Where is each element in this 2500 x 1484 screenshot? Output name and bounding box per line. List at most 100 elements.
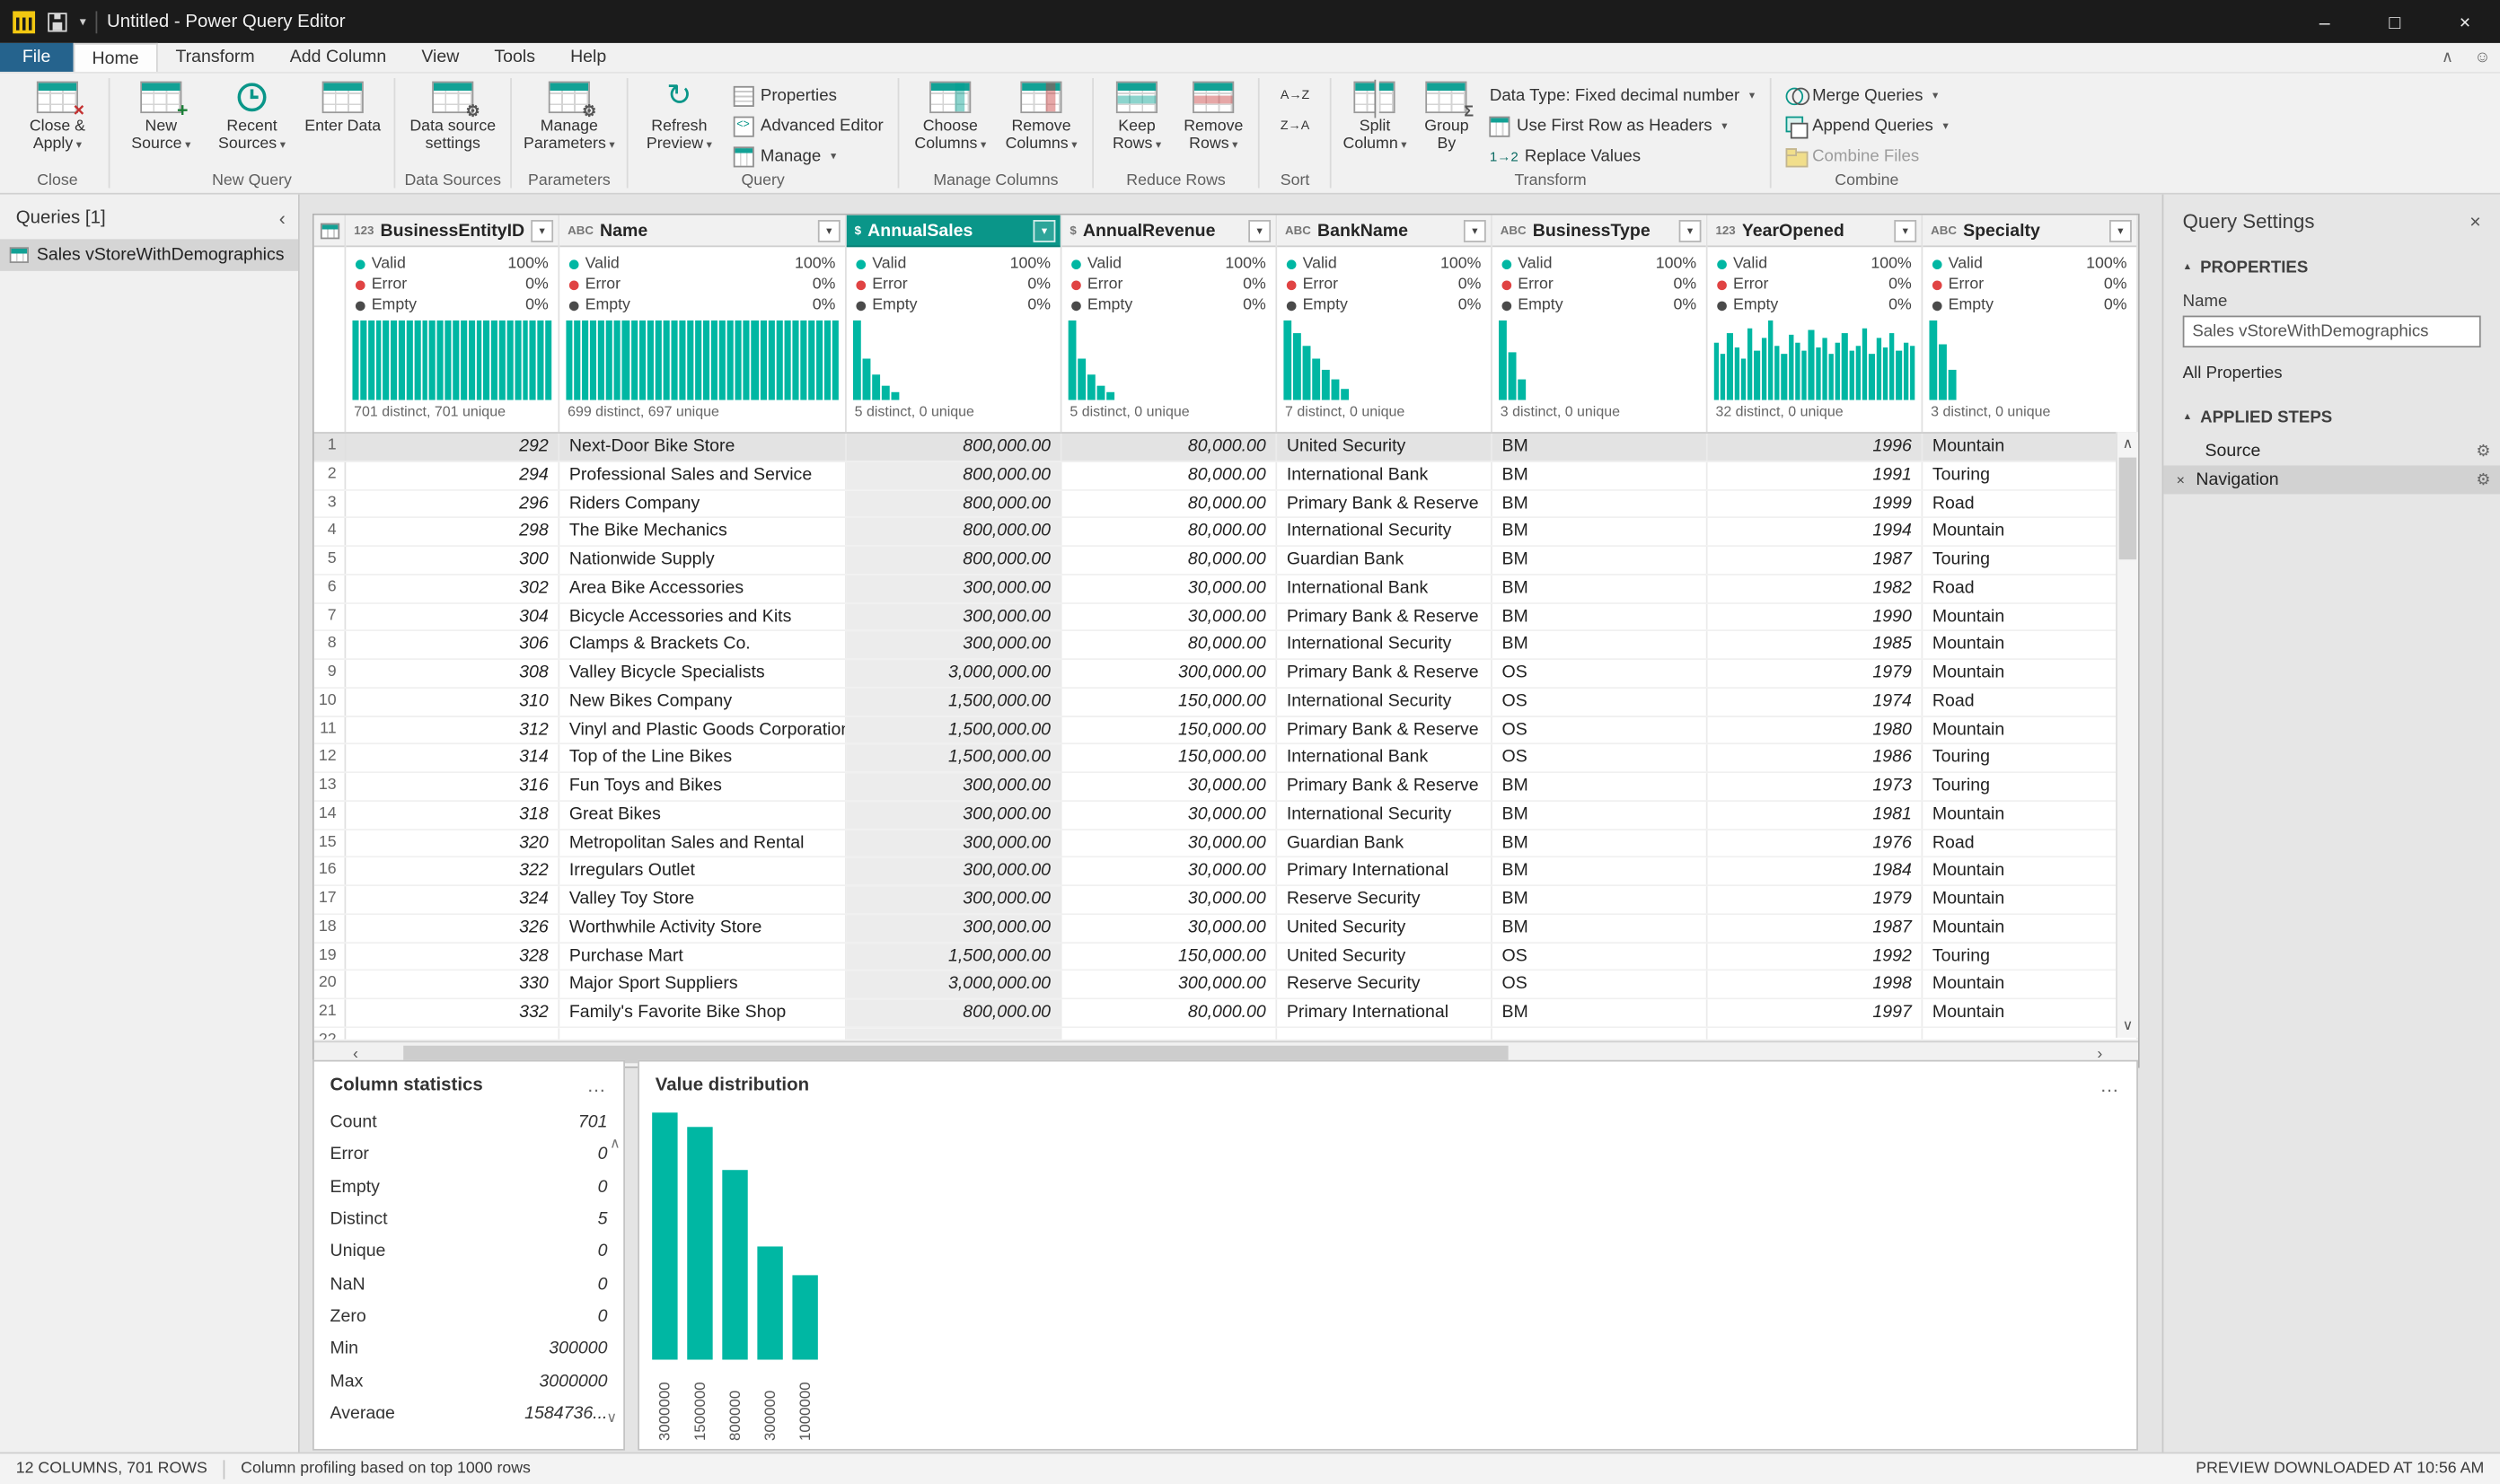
- table-row[interactable]: 16 322 Irregulars Outlet 300,000.00 30,0…: [313, 857, 2138, 887]
- cell-business-type[interactable]: OS: [1492, 943, 1708, 970]
- cell-year-opened[interactable]: 1987: [1708, 547, 1923, 574]
- cell-year-opened[interactable]: 1994: [1708, 518, 1923, 546]
- cell-annual-revenue[interactable]: 80,000.00: [1061, 461, 1278, 489]
- cell-business-entity-id[interactable]: 316: [346, 773, 560, 800]
- cell-annual-sales[interactable]: 300,000.00: [846, 773, 1062, 800]
- cell-specialty[interactable]: Touring: [1923, 461, 2138, 489]
- column-filter-button[interactable]: ▾: [1033, 219, 1056, 241]
- column-value-histogram[interactable]: [566, 320, 839, 400]
- column-header[interactable]: ABC Name ▾: [559, 215, 846, 248]
- maximize-button[interactable]: □: [2389, 10, 2401, 33]
- cell-business-type[interactable]: OS: [1492, 660, 1708, 687]
- cell-business-type[interactable]: BM: [1492, 857, 1708, 885]
- column-value-histogram[interactable]: [352, 320, 552, 400]
- advanced-editor-button[interactable]: Advanced Editor: [727, 111, 890, 140]
- column-filter-button[interactable]: ▾: [1463, 219, 1486, 241]
- select-all-corner-button[interactable]: [313, 215, 345, 248]
- column-value-histogram[interactable]: [1283, 320, 1484, 400]
- cell-specialty[interactable]: Mountain: [1923, 433, 2138, 461]
- cell-specialty[interactable]: Mountain: [1923, 603, 2138, 630]
- cell-name[interactable]: Vinyl and Plastic Goods Corporation: [559, 716, 847, 743]
- cell-year-opened[interactable]: 1987: [1708, 914, 1923, 942]
- cell-business-entity-id[interactable]: 326: [346, 914, 560, 942]
- cell-bank-name[interactable]: International Bank: [1277, 461, 1492, 489]
- cell-name[interactable]: Valley Bicycle Specialists: [559, 660, 847, 687]
- cell-specialty[interactable]: Touring: [1923, 943, 2138, 970]
- recent-sources-button[interactable]: Recent Sources ▾: [209, 78, 295, 157]
- minimize-button[interactable]: –: [2319, 10, 2330, 33]
- cell-bank-name[interactable]: Reserve Security: [1277, 970, 1492, 998]
- column-filter-button[interactable]: ▾: [817, 219, 841, 241]
- scroll-left-icon[interactable]: ‹: [352, 1045, 358, 1063]
- cell-annual-sales[interactable]: 300,000.00: [846, 857, 1062, 885]
- table-row[interactable]: 2 294 Professional Sales and Service 800…: [313, 461, 2138, 490]
- cell-bank-name[interactable]: International Bank: [1277, 575, 1492, 602]
- cell-annual-sales[interactable]: 300,000.00: [846, 801, 1062, 829]
- cell-specialty[interactable]: Mountain: [1923, 857, 2138, 885]
- cell-name[interactable]: Bicycle Accessories and Kits: [559, 603, 847, 630]
- cell-business-type[interactable]: BM: [1492, 801, 1708, 829]
- cell-business-entity-id[interactable]: 310: [346, 688, 560, 716]
- column-value-histogram[interactable]: [1498, 320, 1700, 400]
- horizontal-scrollbar-thumb[interactable]: [403, 1045, 1509, 1063]
- value-distribution-bar[interactable]: [722, 1169, 748, 1360]
- collapse-applied-steps-icon[interactable]: ▲: [2182, 412, 2193, 423]
- column-filter-button[interactable]: ▾: [531, 219, 554, 241]
- cell-business-entity-id[interactable]: 308: [346, 660, 560, 687]
- cell-year-opened[interactable]: 1974: [1708, 688, 1923, 716]
- enter-data-button[interactable]: Enter Data: [300, 78, 386, 139]
- cell-business-type[interactable]: BM: [1492, 518, 1708, 546]
- cell-business-entity-id[interactable]: 318: [346, 801, 560, 829]
- cell-annual-revenue[interactable]: [1061, 1027, 1278, 1040]
- column-header[interactable]: $ AnnualRevenue ▾: [1061, 215, 1276, 248]
- cell-business-type[interactable]: BM: [1492, 547, 1708, 574]
- cell-annual-sales[interactable]: 300,000.00: [846, 603, 1062, 630]
- cell-specialty[interactable]: Mountain: [1923, 970, 2138, 998]
- cell-business-entity-id[interactable]: 322: [346, 857, 560, 885]
- cell-specialty[interactable]: Mountain: [1923, 999, 2138, 1026]
- cell-annual-sales[interactable]: 800,000.00: [846, 547, 1062, 574]
- column-statistics-more-icon[interactable]: …: [586, 1074, 608, 1097]
- cell-annual-revenue[interactable]: 300,000.00: [1061, 660, 1278, 687]
- cell-name[interactable]: Nationwide Supply: [559, 547, 847, 574]
- cell-specialty[interactable]: Mountain: [1923, 518, 2138, 546]
- scroll-down-icon[interactable]: ∨: [2122, 1017, 2134, 1033]
- cell-business-entity-id[interactable]: 294: [346, 461, 560, 489]
- cell-business-entity-id[interactable]: 324: [346, 886, 560, 913]
- ribbon-tab[interactable]: View: [404, 43, 477, 72]
- cell-annual-revenue[interactable]: 80,000.00: [1061, 631, 1278, 659]
- cell-year-opened[interactable]: 1997: [1708, 999, 1923, 1026]
- cell-specialty[interactable]: [1923, 1027, 2138, 1040]
- remove-columns-button[interactable]: Remove Columns ▾: [999, 78, 1085, 157]
- cell-business-type[interactable]: BM: [1492, 461, 1708, 489]
- column-value-histogram[interactable]: [1929, 320, 2130, 400]
- cell-name[interactable]: Next-Door Bike Store: [559, 433, 847, 461]
- cell-annual-sales[interactable]: 800,000.00: [846, 518, 1062, 546]
- cell-specialty[interactable]: Road: [1923, 575, 2138, 602]
- cell-annual-revenue[interactable]: 30,000.00: [1061, 857, 1278, 885]
- new-source-button[interactable]: + New Source ▾: [118, 78, 204, 157]
- cell-name[interactable]: Fun Toys and Bikes: [559, 773, 847, 800]
- cell-business-type[interactable]: BM: [1492, 603, 1708, 630]
- table-row[interactable]: 17 324 Valley Toy Store 300,000.00 30,00…: [313, 886, 2138, 915]
- column-header[interactable]: ABC BusinessType ▾: [1492, 215, 1706, 248]
- cell-annual-revenue[interactable]: 150,000.00: [1061, 688, 1278, 716]
- vertical-scrollbar[interactable]: ∧ ∨: [2116, 432, 2138, 1038]
- quick-access-toolbar-caret-icon[interactable]: ▾: [79, 13, 86, 29]
- cell-business-type[interactable]: BM: [1492, 773, 1708, 800]
- feedback-smiley-icon[interactable]: ☺: [2474, 48, 2491, 66]
- all-properties-link[interactable]: All Properties: [2182, 363, 2283, 383]
- column-header[interactable]: ABC Specialty ▾: [1923, 215, 2137, 248]
- value-distribution-bar[interactable]: [792, 1275, 818, 1360]
- step-settings-gear-icon[interactable]: ⚙: [2476, 470, 2491, 489]
- cell-bank-name[interactable]: International Security: [1277, 631, 1492, 659]
- properties-button[interactable]: Properties: [727, 82, 890, 110]
- applied-steps-section-header[interactable]: ▲ APPLIED STEPS: [2182, 408, 2333, 427]
- table-row[interactable]: 6 302 Area Bike Accessories 300,000.00 3…: [313, 575, 2138, 604]
- cell-year-opened[interactable]: 1979: [1708, 660, 1923, 687]
- replace-values-button[interactable]: 1→2 Replace Values: [1489, 146, 1642, 166]
- cell-name[interactable]: Valley Toy Store: [559, 886, 847, 913]
- column-filter-button[interactable]: ▾: [1678, 219, 1702, 241]
- value-distribution-bar-group[interactable]: 1000000: [792, 1112, 818, 1441]
- ribbon-tab[interactable]: Tools: [477, 43, 553, 72]
